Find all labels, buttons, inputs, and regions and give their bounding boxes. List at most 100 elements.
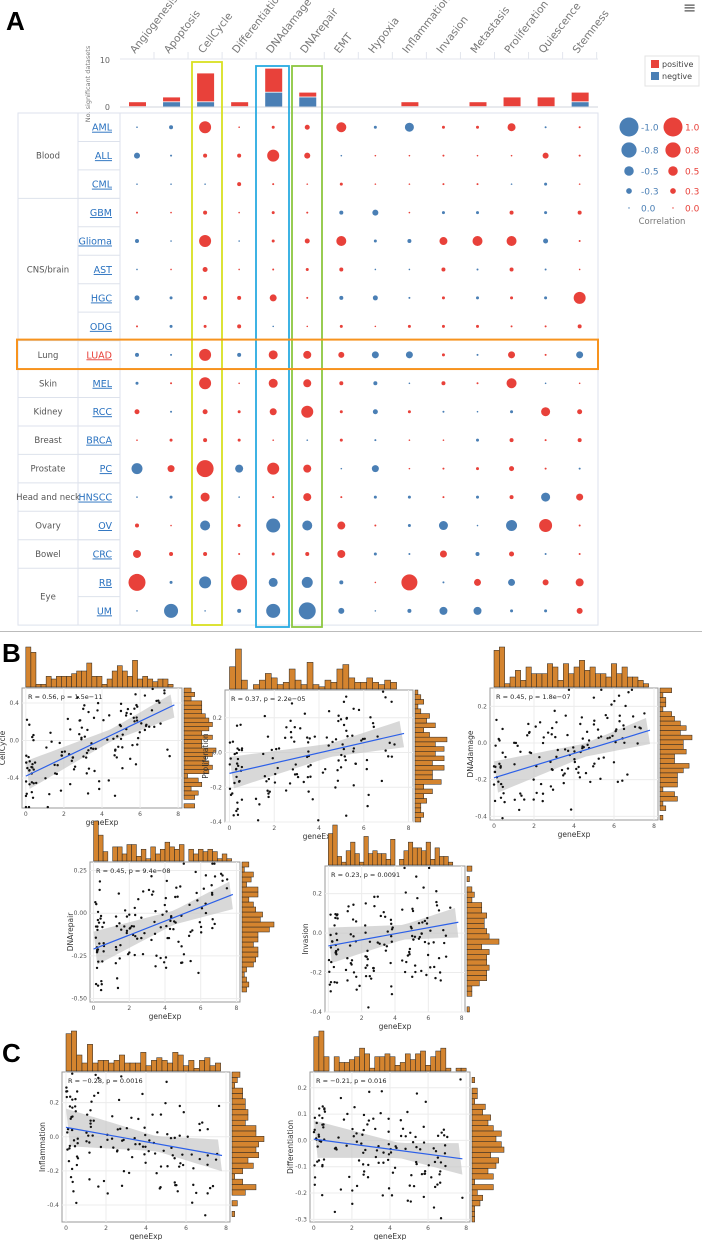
dataset-link-all[interactable]: ALL bbox=[95, 151, 113, 162]
size-legend-circle-negative bbox=[624, 166, 634, 176]
data-point bbox=[418, 935, 422, 939]
correlation-dot-brca-hypoxia bbox=[374, 439, 377, 442]
dataset-link-brca[interactable]: BRCA bbox=[86, 436, 112, 447]
correlation-dot-luad-quiescence bbox=[544, 353, 547, 356]
data-point bbox=[96, 701, 100, 705]
data-point bbox=[361, 737, 365, 741]
data-point bbox=[135, 937, 139, 940]
histogram-bar-x bbox=[342, 664, 350, 690]
histogram-bar-x bbox=[96, 676, 103, 688]
dataset-link-gbm[interactable]: GBM bbox=[90, 208, 112, 219]
correlation-dot-aml-quiescence bbox=[544, 126, 547, 129]
histogram-bar-x bbox=[354, 682, 362, 690]
dataset-link-odg[interactable]: ODG bbox=[90, 322, 112, 333]
data-point bbox=[119, 724, 123, 728]
data-point bbox=[67, 1159, 71, 1163]
fit-line-cellcycle bbox=[25, 704, 175, 777]
data-point bbox=[133, 913, 137, 917]
data-point bbox=[329, 933, 332, 937]
data-point bbox=[354, 940, 358, 943]
data-point bbox=[390, 755, 394, 758]
correlation-dot-ov-emt bbox=[337, 521, 346, 530]
histogram-bar-x bbox=[336, 856, 342, 866]
histogram-bar-y bbox=[471, 1141, 502, 1148]
data-point bbox=[513, 763, 516, 766]
dataset-link-hgc[interactable]: HGC bbox=[91, 293, 113, 304]
bar-ytick-label: 10 bbox=[100, 56, 110, 65]
data-point bbox=[535, 791, 538, 795]
dataset-link-hnscc[interactable]: HNSCC bbox=[78, 493, 112, 504]
histogram-bar-x bbox=[198, 848, 204, 862]
data-point bbox=[123, 909, 127, 912]
data-point bbox=[239, 769, 243, 772]
correlation-dot-rcc-apoptosis bbox=[170, 410, 173, 413]
dataset-link-rb[interactable]: RB bbox=[99, 578, 112, 589]
histogram-bar-x bbox=[151, 1060, 157, 1072]
data-point bbox=[333, 981, 336, 984]
data-point bbox=[31, 766, 34, 769]
dataset-link-rcc[interactable]: RCC bbox=[93, 407, 113, 418]
data-point bbox=[360, 739, 363, 742]
dataset-link-mel[interactable]: MEL bbox=[93, 379, 113, 390]
data-point bbox=[132, 925, 136, 928]
correlation-dot-rb-angiogenesis bbox=[128, 573, 146, 591]
data-point bbox=[273, 781, 277, 784]
correlation-dot-cml-cellcycle bbox=[204, 183, 206, 185]
histogram-bar-y bbox=[241, 866, 245, 873]
data-point bbox=[235, 809, 238, 813]
data-point bbox=[152, 1141, 156, 1145]
data-point bbox=[33, 761, 37, 764]
dataset-link-crc[interactable]: CRC bbox=[93, 549, 113, 560]
histogram-bar-y bbox=[231, 1141, 259, 1148]
data-point bbox=[621, 779, 624, 782]
data-point bbox=[159, 722, 162, 725]
dataset-link-luad[interactable]: LUAD bbox=[86, 350, 112, 361]
data-point bbox=[206, 1192, 209, 1195]
data-point bbox=[111, 1115, 114, 1118]
data-point bbox=[523, 798, 526, 801]
data-point bbox=[202, 887, 206, 890]
data-point bbox=[25, 761, 28, 764]
data-point bbox=[546, 731, 550, 734]
histogram-bar-y bbox=[471, 1194, 483, 1201]
histogram-bar-x bbox=[204, 1057, 211, 1072]
data-point bbox=[294, 763, 297, 766]
dataset-link-pc[interactable]: PC bbox=[100, 464, 113, 475]
data-point bbox=[155, 954, 158, 957]
dataset-link-cml[interactable]: CML bbox=[92, 180, 113, 191]
histogram-bar-x bbox=[145, 858, 151, 862]
data-point bbox=[195, 1191, 198, 1195]
data-point bbox=[501, 785, 505, 789]
data-point bbox=[527, 722, 530, 726]
dataset-link-aml[interactable]: AML bbox=[92, 123, 113, 134]
histogram-bar-x bbox=[333, 1056, 340, 1072]
histogram-bar-y bbox=[414, 713, 430, 719]
data-point bbox=[55, 772, 59, 776]
histogram-bar-x bbox=[81, 1062, 88, 1072]
xtick-label: 0 bbox=[228, 825, 232, 832]
data-point bbox=[221, 879, 224, 882]
data-point bbox=[97, 960, 100, 963]
hamburger-menu-icon[interactable]: ≡ bbox=[683, 0, 697, 17]
dataset-link-ov[interactable]: OV bbox=[98, 521, 112, 532]
data-point bbox=[237, 748, 241, 752]
dataset-link-ast[interactable]: AST bbox=[94, 265, 113, 276]
histogram-bar-x bbox=[131, 844, 137, 862]
correlation-dot-all-stemness bbox=[578, 154, 581, 157]
data-point bbox=[383, 943, 386, 946]
data-point bbox=[28, 783, 31, 786]
correlation-dot-hgc-cellcycle bbox=[203, 295, 208, 300]
dataset-link-glioma[interactable]: Glioma bbox=[78, 237, 112, 248]
data-point bbox=[235, 762, 239, 765]
data-point bbox=[354, 762, 357, 765]
data-point bbox=[277, 747, 281, 750]
correlation-dot-um-dnadamage bbox=[266, 603, 281, 618]
data-point bbox=[579, 722, 582, 726]
data-point bbox=[343, 755, 346, 758]
data-point bbox=[443, 1152, 447, 1155]
dataset-link-um[interactable]: UM bbox=[97, 606, 112, 617]
histogram-bar-x bbox=[600, 673, 607, 688]
data-point bbox=[408, 947, 412, 951]
histogram-bar-x bbox=[430, 859, 436, 866]
data-point bbox=[213, 875, 217, 878]
